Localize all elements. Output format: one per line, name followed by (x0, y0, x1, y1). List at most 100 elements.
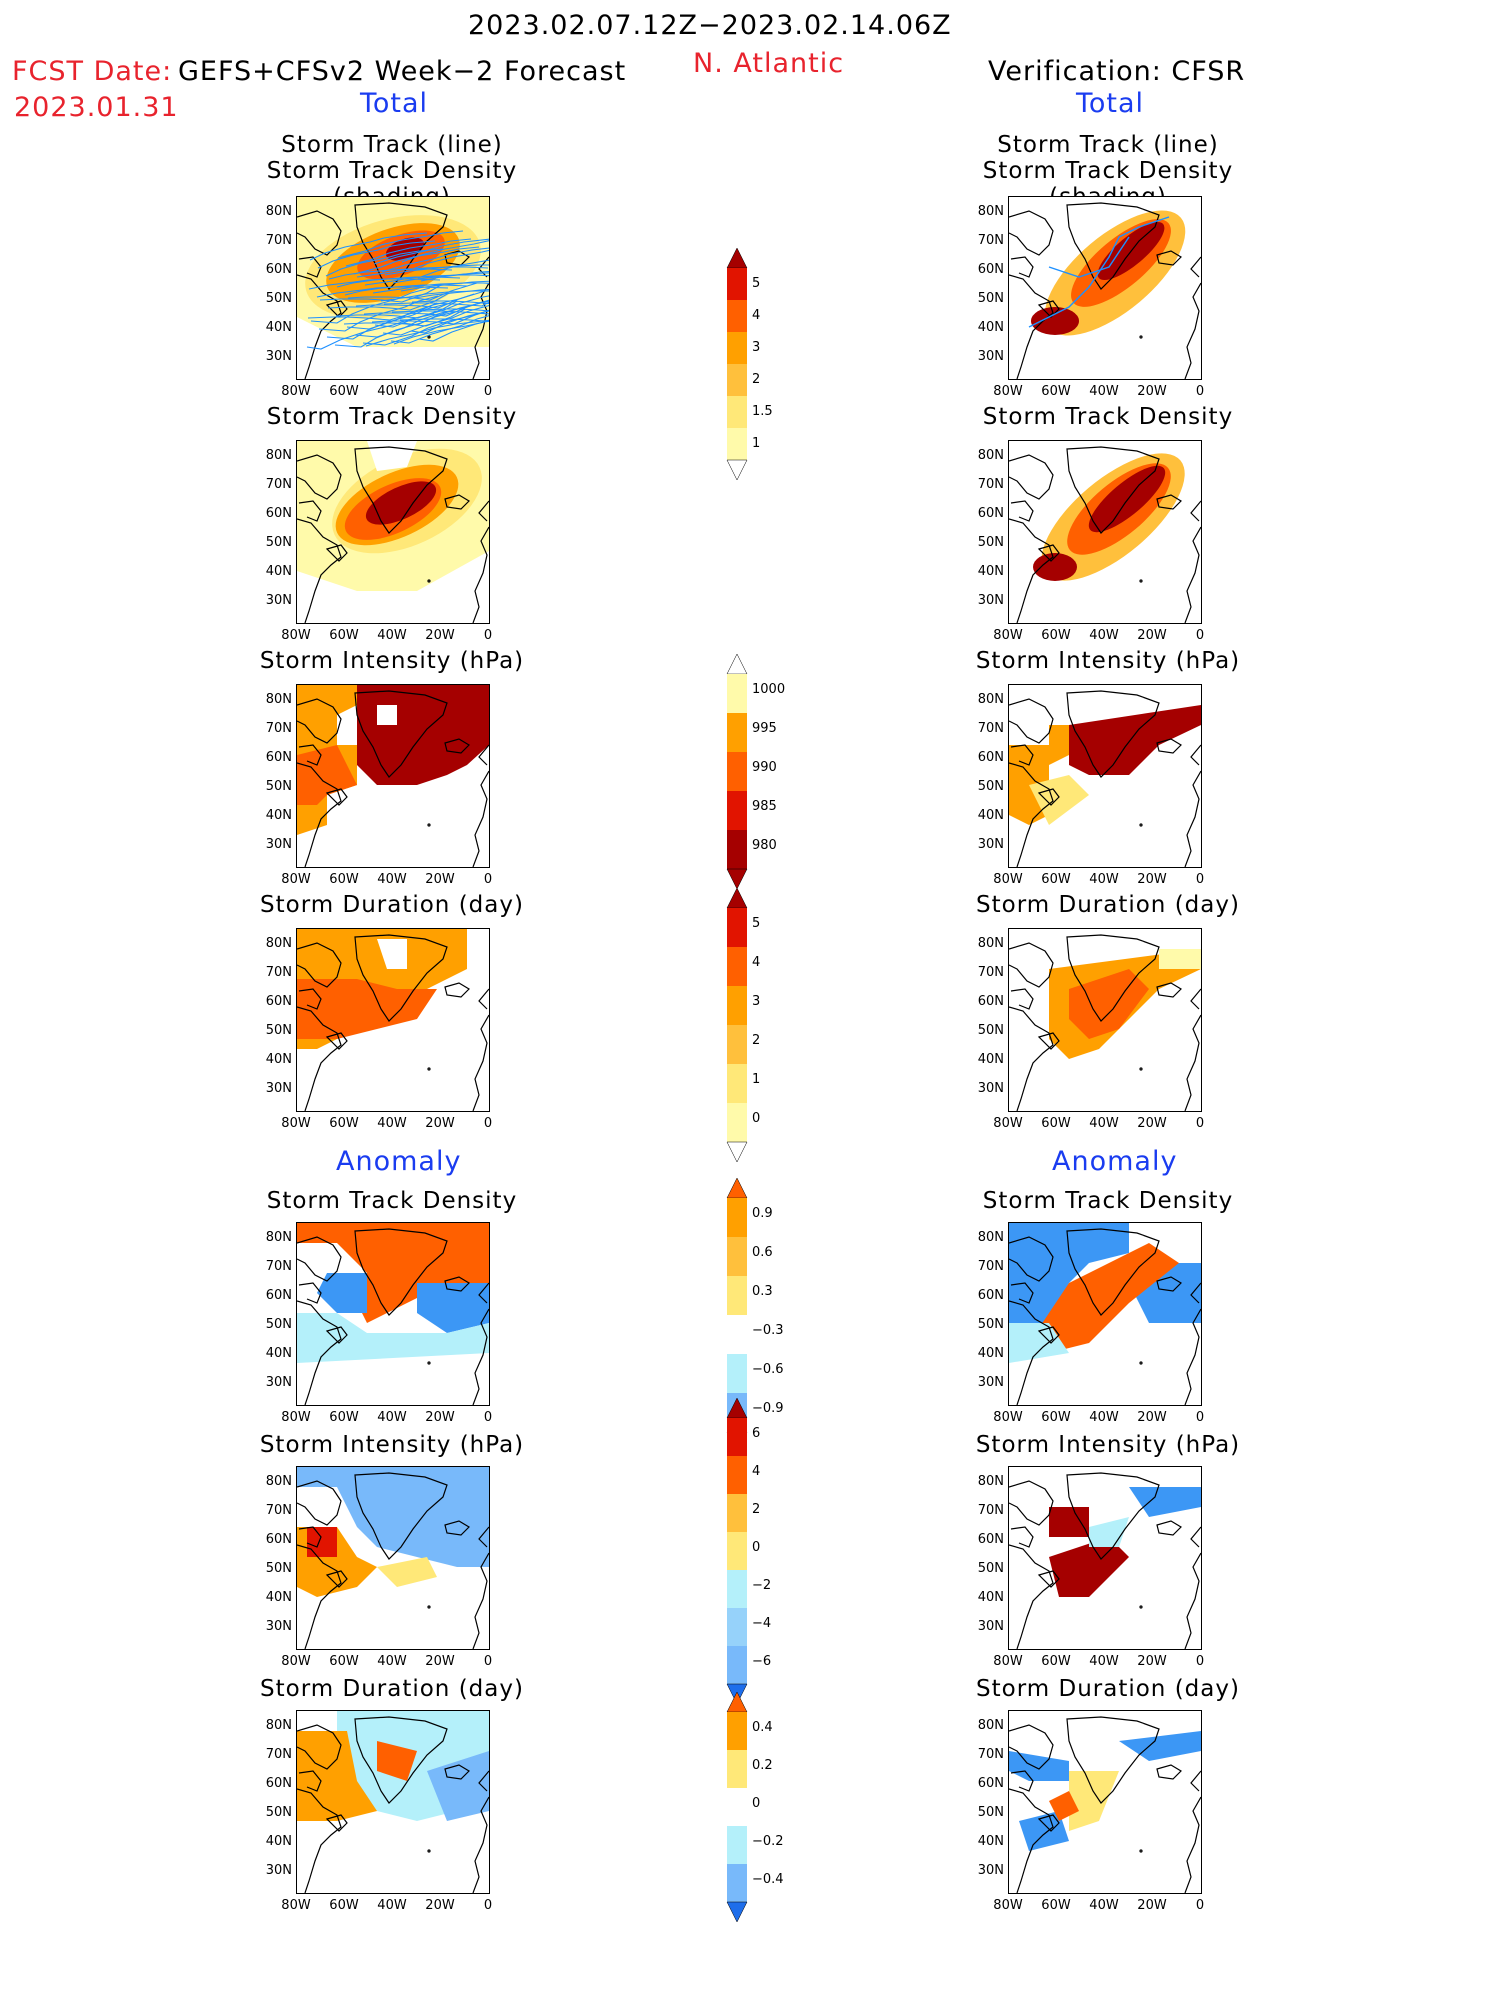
colorbar-swatch (727, 830, 747, 869)
colorbar-arrow-bottom (726, 868, 748, 890)
colorbar-tick-label: 0.6 (752, 1245, 773, 1260)
lon-tick-label: 0 (1195, 1898, 1205, 1913)
lat-tick-label: 70N (265, 233, 292, 248)
map-forecast-density-anom-left (296, 1222, 490, 1406)
anom-negative (1129, 1487, 1201, 1517)
colorbar-arrow-top (726, 653, 748, 675)
lon-tick-label: 80W (281, 1654, 311, 1669)
lat-tick-label: 80N (977, 1230, 1004, 1245)
map-forecast-intensity-left (296, 684, 490, 868)
lat-tick-label: 50N (265, 779, 292, 794)
coastline (297, 446, 489, 623)
lat-tick-label: 80N (265, 1718, 292, 1733)
lat-tick-label: 80N (265, 1230, 292, 1245)
lon-tick-label: 80W (281, 872, 311, 887)
lon-tick-label: 20W (1137, 628, 1167, 643)
lat-tick-label: 30N (977, 349, 1004, 364)
lon-tick-label: 20W (425, 1654, 455, 1669)
anom-weak-negative (297, 1313, 489, 1363)
colorbar-tick-label: 5 (752, 916, 761, 931)
colorbar-swatch (727, 713, 747, 752)
colorbar-swatch (727, 396, 747, 428)
lon-tick-label: 80W (993, 1898, 1023, 1913)
lon-tick-label: 80W (993, 1654, 1023, 1669)
lat-tick-label: 80N (977, 448, 1004, 463)
lon-tick-label: 40W (377, 1116, 407, 1131)
colorbar-tick-label: −6 (752, 1654, 772, 1669)
colorbar-swatch (727, 1788, 747, 1826)
colorbar-swatch (727, 1103, 747, 1142)
panel-title-density-right: Storm Track Density (982, 404, 1234, 430)
lat-tick-label: 70N (265, 1259, 292, 1274)
anom-negative (417, 1283, 489, 1333)
lat-tick-label: 40N (977, 808, 1004, 823)
colorbar-swatch (727, 1608, 747, 1646)
shade-level-5 (365, 481, 437, 525)
lon-tick-label: 20W (1137, 1654, 1167, 1669)
lat-tick-label: 30N (977, 1619, 1004, 1634)
lat-tick-label: 60N (977, 994, 1004, 1009)
colorbar-swatch (727, 752, 747, 791)
colorbar-swatch (727, 428, 747, 460)
lon-tick-label: 20W (425, 872, 455, 887)
anom-weak-negative (1009, 1323, 1069, 1363)
no-data (377, 939, 407, 969)
lat-tick-label: 30N (265, 349, 292, 364)
lat-tick-label: 40N (977, 564, 1004, 579)
colorbar-arrow-top (726, 1397, 748, 1419)
lat-tick-label: 30N (977, 837, 1004, 852)
storm-track-lines (306, 230, 489, 350)
lon-tick-label: 80W (993, 1116, 1023, 1131)
region-title: N. Atlantic (693, 48, 845, 79)
fcst-date-value: 2023.01.31 (14, 92, 179, 123)
lon-tick-label: 0 (1195, 1654, 1205, 1669)
coastline (297, 1716, 489, 1893)
lon-tick-label: 60W (329, 384, 359, 399)
colorbar-arrow-bottom (726, 459, 748, 481)
verification-title: Verification: CFSR (988, 56, 1246, 87)
lon-tick-label: 40W (1089, 1116, 1119, 1131)
lon-tick-label: 60W (329, 1898, 359, 1913)
anom-negative (1009, 1751, 1069, 1781)
lat-tick-label: 60N (265, 750, 292, 765)
panel-title-duration-anom-right: Storm Duration (day) (976, 1676, 1240, 1702)
colorbar-swatch (727, 1494, 747, 1532)
map-verification-track-right (1008, 196, 1202, 380)
lat-tick-label: 50N (265, 1023, 292, 1038)
colorbar-swatch (727, 1456, 747, 1494)
colorbar-swatch (727, 674, 747, 713)
lat-tick-label: 40N (977, 1834, 1004, 1849)
section-total-right: Total (1076, 88, 1145, 119)
colorbar-tick-label: 0 (752, 1111, 761, 1126)
colorbar-tick-label: −0.3 (752, 1323, 784, 1338)
lon-tick-label: 40W (377, 1654, 407, 1669)
lat-tick-label: 60N (977, 262, 1004, 277)
lat-tick-label: 50N (977, 1561, 1004, 1576)
lat-tick-label: 70N (977, 233, 1004, 248)
lat-tick-label: 60N (265, 262, 292, 277)
colorbar-tick-label: 3 (752, 340, 761, 355)
lat-tick-label: 50N (265, 1805, 292, 1820)
lat-tick-label: 50N (265, 291, 292, 306)
map-verification-density-anom-right (1008, 1222, 1202, 1406)
anom-positive (297, 1223, 489, 1323)
lat-tick-label: 30N (265, 593, 292, 608)
colorbar-arrow-bottom (726, 1901, 748, 1923)
lat-tick-label: 50N (977, 1023, 1004, 1038)
panel-title-density-anom-right: Storm Track Density (982, 1188, 1234, 1214)
lat-tick-label: 80N (265, 204, 292, 219)
anom-negative (1009, 1223, 1129, 1323)
lat-tick-label: 50N (977, 291, 1004, 306)
coastline (297, 690, 489, 867)
lat-tick-label: 40N (977, 1052, 1004, 1067)
colorbar-tick-label: 1 (752, 436, 761, 451)
lat-tick-label: 70N (265, 1747, 292, 1762)
lat-tick-label: 60N (265, 506, 292, 521)
lat-tick-label: 50N (265, 1317, 292, 1332)
lat-tick-label: 80N (265, 692, 292, 707)
colorbar-swatch (727, 947, 747, 986)
lat-tick-label: 30N (977, 1081, 1004, 1096)
lat-tick-label: 80N (977, 936, 1004, 951)
colorbar-tick-label: 995 (752, 721, 777, 736)
colorbar-swatch (727, 300, 747, 332)
